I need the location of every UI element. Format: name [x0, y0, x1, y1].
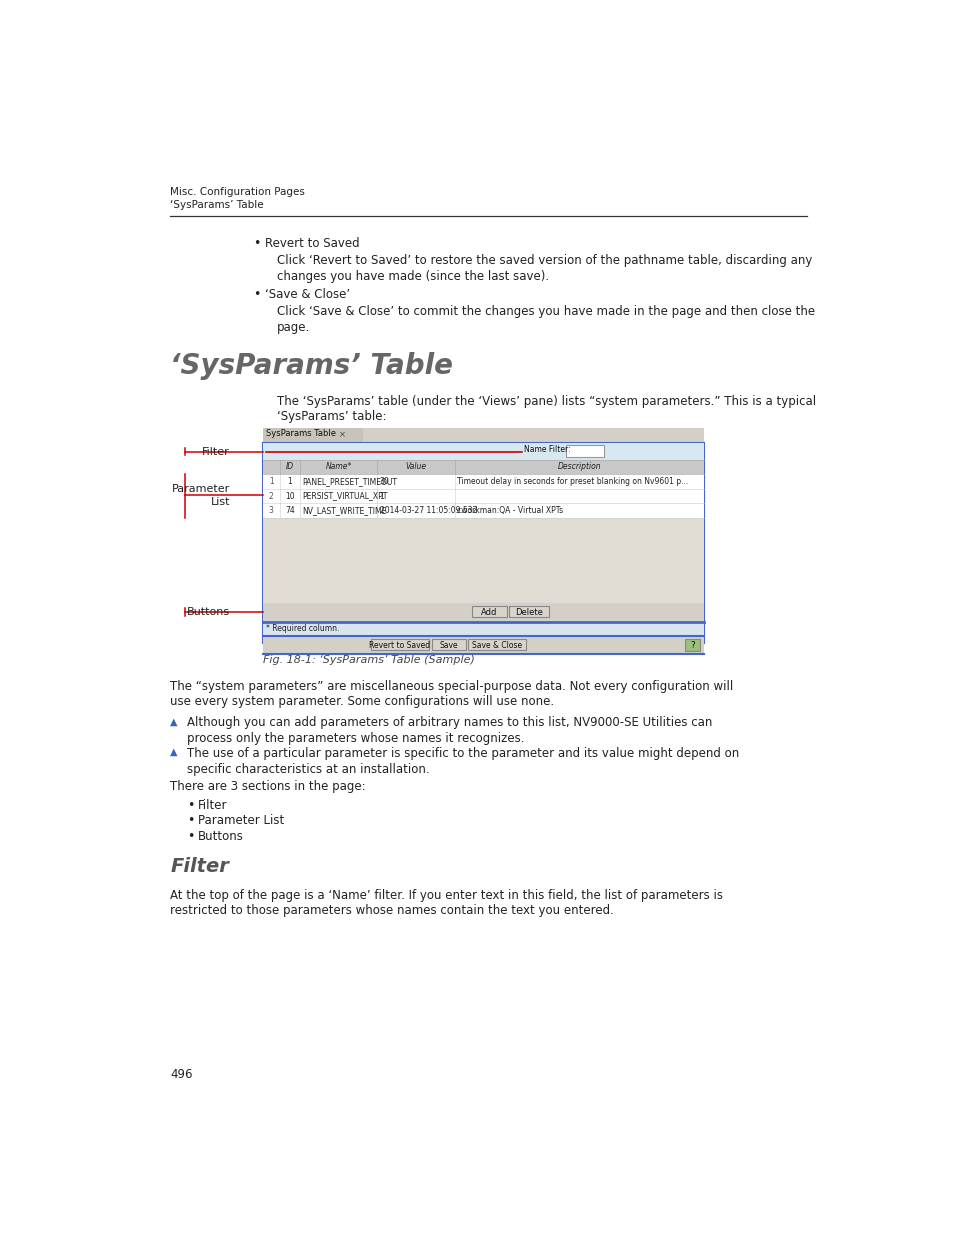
- Text: Save & Close: Save & Close: [471, 641, 521, 650]
- Text: 1: 1: [269, 477, 274, 487]
- Text: Description: Description: [558, 462, 600, 472]
- Text: 496: 496: [171, 1068, 193, 1082]
- Bar: [262, 461, 703, 474]
- Text: •: •: [253, 237, 260, 249]
- Text: •: •: [187, 830, 194, 842]
- Text: 2: 2: [269, 492, 274, 500]
- Text: There are 3 sections in the page:: There are 3 sections in the page:: [171, 779, 366, 793]
- Bar: [262, 474, 703, 489]
- Text: page.: page.: [277, 321, 311, 333]
- Text: ?: ?: [690, 641, 695, 650]
- Text: Parameter List: Parameter List: [198, 814, 284, 827]
- Bar: [684, 638, 700, 651]
- Text: cworkman:QA - Virtual XPTs: cworkman:QA - Virtual XPTs: [456, 506, 562, 515]
- Bar: [262, 427, 363, 443]
- Bar: [262, 489, 703, 503]
- Text: The use of a particular parameter is specific to the parameter and its value mig: The use of a particular parameter is spe…: [187, 747, 739, 761]
- Bar: [262, 427, 703, 643]
- Text: ID: ID: [285, 462, 294, 472]
- Text: 1: 1: [379, 492, 384, 500]
- Text: ×: ×: [338, 430, 345, 438]
- Text: Add: Add: [480, 608, 497, 618]
- Text: The ‘SysParams’ table (under the ‘Views’ pane) lists “system parameters.” This i: The ‘SysParams’ table (under the ‘Views’…: [277, 395, 816, 408]
- Text: Buttons: Buttons: [198, 830, 244, 842]
- Bar: [262, 603, 703, 621]
- Bar: [431, 640, 466, 651]
- Bar: [509, 606, 549, 618]
- Text: 10: 10: [285, 492, 294, 500]
- Text: Revert to Saved: Revert to Saved: [369, 641, 430, 650]
- Text: •: •: [253, 288, 260, 301]
- Text: Filter: Filter: [171, 857, 229, 876]
- Text: •: •: [187, 799, 194, 811]
- Text: At the top of the page is a ‘Name’ filter. If you enter text in this field, the : At the top of the page is a ‘Name’ filte…: [171, 889, 722, 902]
- Text: ‘Save & Close’: ‘Save & Close’: [265, 288, 350, 301]
- Text: Name Filter:: Name Filter:: [523, 446, 570, 454]
- Text: ‘SysParams’ table:: ‘SysParams’ table:: [277, 410, 387, 424]
- Text: ▲: ▲: [171, 747, 177, 757]
- Text: Revert to Saved: Revert to Saved: [265, 237, 359, 249]
- Bar: [472, 606, 506, 618]
- Text: PERSIST_VIRTUAL_XPT: PERSIST_VIRTUAL_XPT: [302, 492, 387, 500]
- Text: Parameter: Parameter: [172, 484, 230, 494]
- Text: Although you can add parameters of arbitrary names to this list, NV9000-SE Utili: Although you can add parameters of arbit…: [187, 716, 712, 730]
- Text: The “system parameters” are miscellaneous special-purpose data. Not every config: The “system parameters” are miscellaneou…: [171, 679, 733, 693]
- Text: 2014-03-27 11:05:09.532: 2014-03-27 11:05:09.532: [379, 506, 476, 515]
- Text: Save: Save: [438, 641, 457, 650]
- Bar: [262, 636, 703, 655]
- Bar: [262, 503, 703, 517]
- Bar: [262, 443, 703, 461]
- Text: changes you have made (since the last save).: changes you have made (since the last sa…: [277, 270, 549, 283]
- Text: ‘SysParams’ Table: ‘SysParams’ Table: [171, 200, 264, 210]
- Text: Buttons: Buttons: [187, 606, 230, 616]
- Text: 1: 1: [287, 477, 292, 487]
- Text: ▲: ▲: [171, 716, 177, 726]
- Bar: [371, 640, 429, 651]
- Bar: [468, 640, 525, 651]
- Text: Fig. 18-1: ‘SysParams’ Table (Sample): Fig. 18-1: ‘SysParams’ Table (Sample): [262, 655, 474, 664]
- Text: use every system parameter. Some configurations will use none.: use every system parameter. Some configu…: [171, 695, 554, 708]
- Text: List: List: [211, 496, 230, 506]
- Text: Name*: Name*: [325, 462, 352, 472]
- Text: Click ‘Save & Close’ to commit the changes you have made in the page and then cl: Click ‘Save & Close’ to commit the chang…: [277, 305, 815, 319]
- Text: Click ‘Revert to Saved’ to restore the saved version of the pathname table, disc: Click ‘Revert to Saved’ to restore the s…: [277, 254, 812, 268]
- Text: 30: 30: [379, 477, 389, 487]
- Text: Delete: Delete: [515, 608, 542, 618]
- Text: Misc. Configuration Pages: Misc. Configuration Pages: [171, 186, 305, 196]
- Bar: [262, 443, 703, 643]
- Text: ‘SysParams’ Table: ‘SysParams’ Table: [171, 352, 453, 380]
- Bar: [262, 517, 703, 603]
- Text: specific characteristics at an installation.: specific characteristics at an installat…: [187, 763, 430, 776]
- Bar: [262, 621, 703, 636]
- Text: NV_LAST_WRITE_TIME: NV_LAST_WRITE_TIME: [302, 506, 386, 515]
- Text: 3: 3: [269, 506, 274, 515]
- Text: process only the parameters whose names it recognizes.: process only the parameters whose names …: [187, 732, 524, 745]
- Text: Timeout delay in seconds for preset blanking on Nv9601 p...: Timeout delay in seconds for preset blan…: [456, 477, 688, 487]
- Text: restricted to those parameters whose names contain the text you entered.: restricted to those parameters whose nam…: [171, 904, 614, 918]
- Text: Filter: Filter: [202, 447, 230, 457]
- Text: SysParams Table: SysParams Table: [266, 430, 336, 438]
- Text: 74: 74: [285, 506, 294, 515]
- Bar: [565, 446, 604, 457]
- Text: Filter: Filter: [198, 799, 228, 811]
- Text: •: •: [187, 814, 194, 827]
- Text: Value: Value: [405, 462, 426, 472]
- Text: * Required column.: * Required column.: [266, 624, 339, 634]
- Text: PANEL_PRESET_TIMEOUT: PANEL_PRESET_TIMEOUT: [302, 477, 396, 487]
